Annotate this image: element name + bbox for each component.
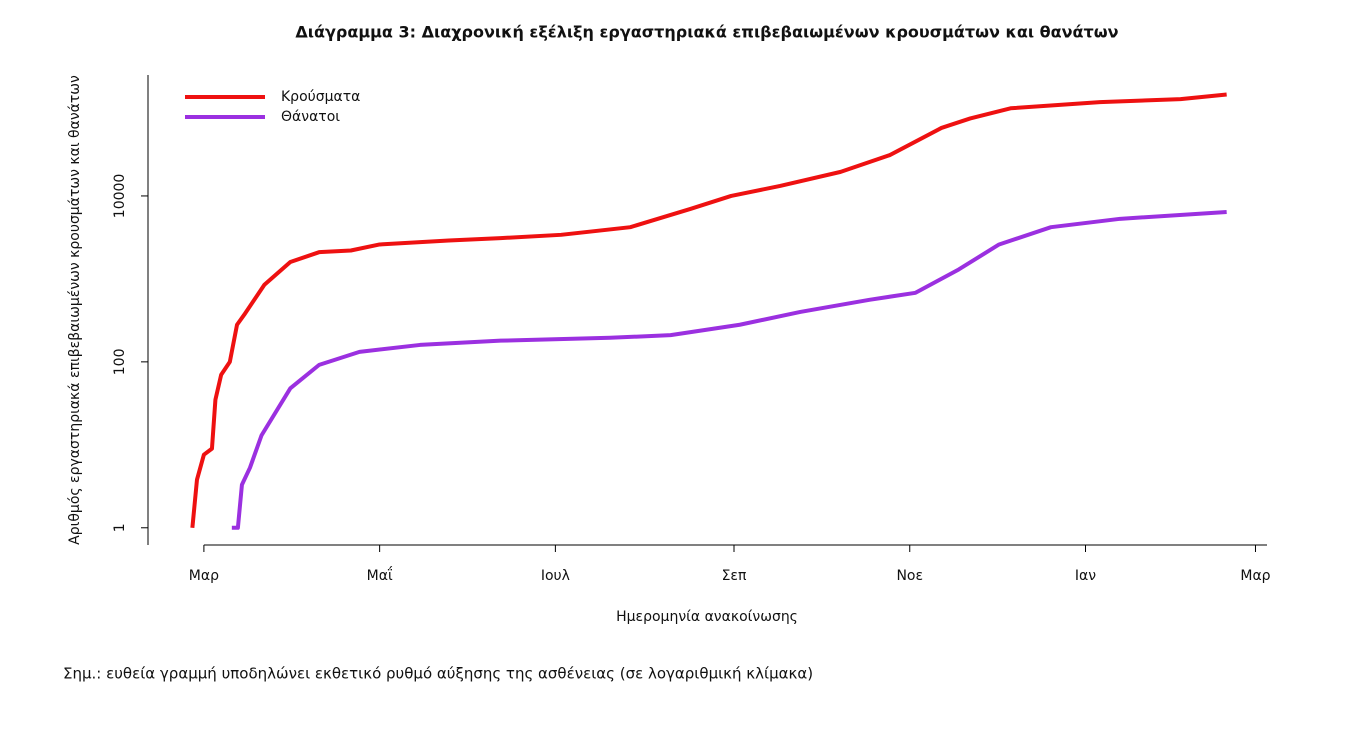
y-tick-label: 10000 — [112, 174, 128, 219]
legend-label: Κρούσματα — [281, 89, 360, 105]
legend-label: Θάνατοι — [281, 109, 340, 125]
x-tick-label: Μαρ — [189, 568, 219, 584]
y-tick-label: 1 — [112, 523, 128, 532]
x-tick-label: Μαΐ — [367, 566, 393, 584]
y-axis-label: Αριθμός εργαστηριακά επιβεβαιωμένων κρου… — [67, 75, 83, 545]
x-tick-label: Ιαν — [1075, 568, 1096, 584]
x-tick-label: Ιουλ — [541, 568, 570, 584]
x-tick-label: Σεπ — [722, 568, 747, 584]
x-axis-label: Ημερομηνία ανακοίνωσης — [616, 609, 798, 625]
chart-title: Διάγραμμα 3: Διαχρονική εξέλιξη εργαστηρ… — [295, 23, 1118, 42]
y-tick-label: 100 — [112, 348, 128, 375]
x-tick-label: Μαρ — [1240, 568, 1270, 584]
series-line — [190, 92, 1227, 528]
note: Σημ.: ευθεία γραμμή υποδηλώνει εκθετικό … — [63, 665, 813, 683]
x-tick-label: Νοε — [896, 568, 923, 584]
series-line — [231, 210, 1227, 530]
